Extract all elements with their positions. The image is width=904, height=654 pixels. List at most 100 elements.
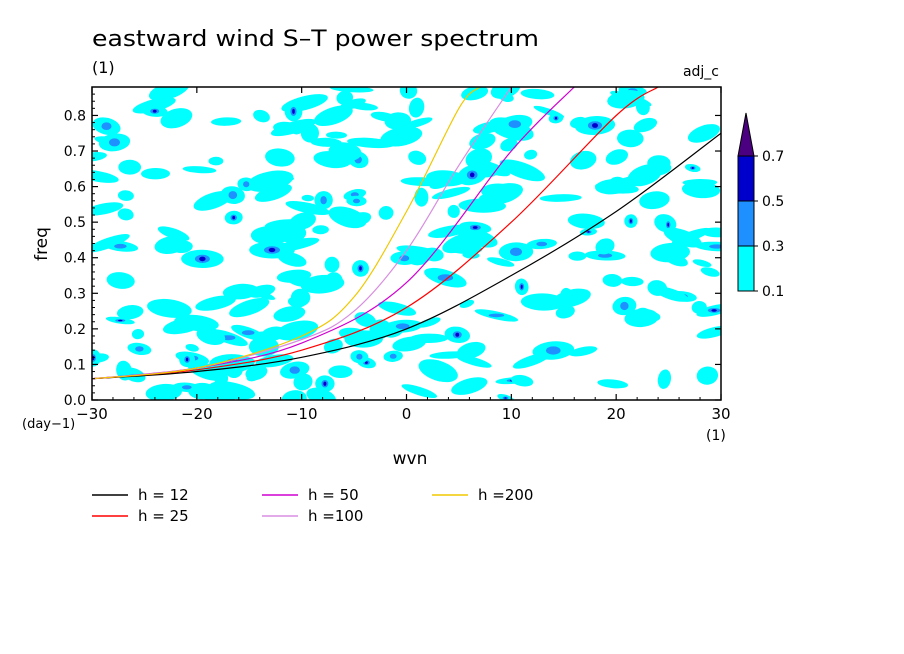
- y-tick-label: 0.5: [64, 215, 86, 231]
- contour-patch-mid: [181, 385, 192, 390]
- contour-patch-low: [117, 208, 134, 221]
- contour-patch-low: [402, 117, 433, 129]
- contour-patch-low: [324, 256, 340, 273]
- contour-patch-low: [657, 369, 672, 389]
- contour-patch-low: [328, 365, 353, 379]
- contour-patch-low: [160, 108, 193, 129]
- y-axis-units: (day−1): [22, 417, 75, 432]
- contour-patch-high: [520, 284, 523, 289]
- contour-patch-high: [711, 309, 717, 312]
- x-tick-label: −30: [76, 405, 108, 423]
- contour-patch-mid: [598, 253, 613, 258]
- contour-patch-low: [118, 159, 142, 175]
- x-axis-label: wvn: [393, 449, 428, 469]
- contour-patch-low: [289, 212, 316, 231]
- contour-patch-mid: [709, 244, 721, 249]
- contour-patch-high: [629, 219, 632, 223]
- colorbar-label: 0.5: [762, 194, 784, 210]
- contour-patch-high: [199, 256, 206, 262]
- colorbar-segment: [737, 245, 755, 292]
- contour-patch-low: [328, 206, 367, 229]
- x-tick-label: −10: [286, 405, 318, 423]
- contour-patch-low: [627, 164, 662, 187]
- contour-patch-low: [329, 87, 374, 93]
- dispersion-curve-12: [92, 132, 721, 380]
- y-tick-label: 0.3: [64, 286, 86, 302]
- contour-patch-low: [255, 354, 294, 368]
- contour-patch-low: [654, 286, 689, 302]
- contour-patch-low: [636, 99, 650, 116]
- contour-patch-mid: [437, 274, 454, 282]
- colorbar-segment: [737, 155, 755, 202]
- contour-patch-low: [380, 126, 423, 147]
- x-tick-label: 10: [502, 405, 521, 423]
- dispersion-curves: [92, 87, 721, 380]
- contour-patch-low: [569, 346, 598, 357]
- x-axis: −30 −20 −10 0 10 20 30: [76, 87, 731, 423]
- x-tick-label: 0: [402, 405, 412, 423]
- contour-patch-mid: [395, 323, 410, 330]
- contour-patch-low: [409, 333, 448, 344]
- contour-patch-low: [285, 201, 331, 215]
- contour-patch-low: [245, 364, 268, 381]
- contour-patch-high: [469, 172, 475, 178]
- contour-patch-low: [252, 331, 271, 350]
- contour-patch-mid: [536, 241, 548, 247]
- contour-patch-low: [696, 325, 721, 339]
- contour-patch-low: [338, 327, 372, 343]
- y-tick-label: 0.8: [64, 108, 86, 124]
- contour-patch-low: [211, 117, 242, 126]
- contour-patch-mid: [350, 192, 359, 197]
- x-tick-label: −20: [181, 405, 213, 423]
- contour-patch-mid: [508, 120, 521, 128]
- colorbar-label: 0.3: [762, 239, 784, 255]
- contour-patch-low: [196, 327, 226, 345]
- contour-patch-low: [408, 97, 425, 118]
- contour-patch-low: [552, 288, 591, 308]
- contour-patch-low: [182, 166, 217, 174]
- contour-patch-low: [431, 186, 471, 200]
- contour-patch-low: [253, 109, 270, 123]
- contour-patch-low: [555, 305, 575, 319]
- contour-patch-low: [301, 194, 314, 202]
- contour-patch-low: [539, 194, 582, 202]
- legend-label: h = 25: [138, 507, 189, 525]
- contour-patch-low: [185, 343, 199, 352]
- contour-patch-low: [524, 149, 538, 160]
- contour-patch-low: [314, 105, 353, 127]
- contour-patch-low: [617, 129, 644, 148]
- contour-patch-high: [323, 381, 327, 386]
- colorbar-label: 0.1: [762, 284, 784, 300]
- contour-patch-mid: [243, 181, 250, 188]
- y-tick-label: 0.2: [64, 322, 86, 338]
- contour-patch-low: [312, 225, 329, 235]
- contour-patch-low: [131, 328, 145, 340]
- contour-patch-low: [607, 90, 645, 109]
- contour-patch-low: [640, 311, 661, 322]
- contour-patch-mid: [389, 353, 397, 359]
- contour-patch-low: [568, 251, 587, 261]
- contour-patch-low: [328, 142, 362, 162]
- contour-patch-low: [287, 296, 306, 308]
- contour-patch-low: [605, 149, 629, 165]
- contour-patch-high: [455, 332, 460, 337]
- contour-patch-high: [365, 361, 368, 364]
- contour-patch-low: [222, 283, 259, 300]
- contour-patch-low: [106, 272, 135, 289]
- contour-patch-mid: [135, 346, 144, 352]
- contour-patch-low: [275, 320, 319, 341]
- contour-patch-low: [595, 179, 630, 195]
- contour-patch-low: [639, 191, 670, 210]
- chart-subtitle-right: adj_c: [683, 64, 719, 80]
- contour-patch-low: [290, 122, 304, 135]
- contour-patch-low: [692, 259, 712, 268]
- contour-patch-mid: [289, 366, 300, 374]
- contour-patch-low: [306, 387, 336, 400]
- contour-patch-low: [265, 148, 295, 167]
- contour-patch-high: [268, 247, 276, 253]
- contour-patch-low: [417, 317, 441, 328]
- contour-patch-low: [466, 158, 511, 177]
- contour-patch-low: [487, 257, 515, 267]
- contour-patch-mid: [620, 301, 629, 311]
- contour-patch-high: [667, 222, 670, 227]
